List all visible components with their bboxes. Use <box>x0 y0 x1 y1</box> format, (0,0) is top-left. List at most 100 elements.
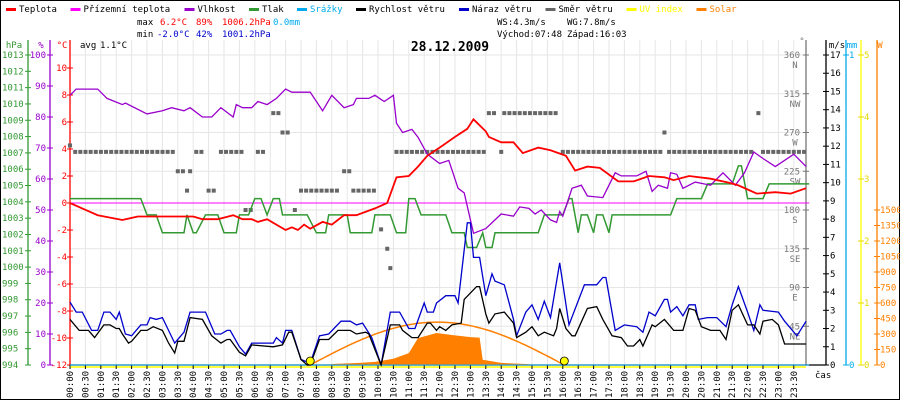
wind-direction-point <box>761 149 765 154</box>
pressure-label: 1013 <box>2 51 24 61</box>
time-label: 12:00 <box>436 371 446 398</box>
wind-direction-point <box>206 188 211 193</box>
temperature-label: -4 <box>56 253 67 263</box>
solar-label: 1350 <box>880 222 900 232</box>
wind-direction-point <box>713 149 718 154</box>
wind-direction-point <box>492 111 497 116</box>
temperature-label: 6 <box>62 118 67 128</box>
wind-direction-point <box>409 149 414 154</box>
direction-compass-label: S <box>792 216 797 226</box>
wind-direction-point <box>486 111 491 116</box>
time-label: 00:30 <box>81 371 91 398</box>
stats-wind-gust: WG:7.8m/s <box>567 18 616 28</box>
time-label: 20:30 <box>697 371 707 398</box>
wind-direction-point <box>185 188 190 193</box>
humidity-label: 50 <box>35 206 46 216</box>
wind-direction-point <box>538 111 543 116</box>
solar-label: 1050 <box>880 253 900 263</box>
wind-direction-point <box>366 188 371 193</box>
stats-sunrise: Východ:07:48 <box>497 30 562 40</box>
wind-direction-point <box>781 149 786 154</box>
wind-direction-point <box>299 188 303 193</box>
wind-direction-point <box>243 208 248 212</box>
chart-title: 28.12.2009 <box>411 40 489 55</box>
wind-direction-point <box>234 149 239 154</box>
wind-direction-point <box>786 149 791 154</box>
wind-direction-point <box>385 246 390 251</box>
time-label: 06:30 <box>266 371 276 398</box>
wind-direction-point <box>744 149 749 154</box>
wind-unit: m/s <box>829 41 845 51</box>
direction-compass-label: E <box>792 294 797 304</box>
time-label: 21:30 <box>728 371 738 398</box>
time-label: 14:00 <box>497 371 507 398</box>
time-label: 09:30 <box>359 371 369 398</box>
wind-direction-point <box>285 130 290 135</box>
humidity-unit: % <box>38 41 44 51</box>
wind-direction-point <box>109 149 114 154</box>
wind-direction-point <box>180 169 185 174</box>
pressure-label: 995 <box>2 345 18 355</box>
time-label: 13:30 <box>482 371 492 398</box>
legend-label-9: Solar <box>710 5 738 15</box>
time-label: 19:00 <box>651 371 661 398</box>
wind-direction-point <box>702 149 707 154</box>
wind-speed-line <box>69 285 807 368</box>
uv-label: 2 <box>864 237 869 247</box>
wind-label: 9 <box>830 197 835 207</box>
wind-direction-point <box>749 149 754 154</box>
wind-direction-point <box>218 149 223 154</box>
wind-direction-point <box>708 149 713 154</box>
legend-label-0: Teplota <box>19 5 57 15</box>
pressure-line <box>70 165 810 249</box>
time-label: 08:00 <box>312 371 322 398</box>
stats-avg-temp: 1.1°C <box>100 41 127 51</box>
humidity-label: 30 <box>35 268 46 278</box>
legend-label-2: Vlhkost <box>198 5 236 15</box>
direction-label: 135 <box>784 245 800 255</box>
legend-label-1: Přízemní teplota <box>84 5 171 15</box>
legend-swatch <box>70 8 81 11</box>
legend-swatch <box>626 8 637 11</box>
wind-direction-point <box>188 169 193 174</box>
legend-label-5: Rychlost větru <box>369 5 445 15</box>
solar-label: 1500 <box>880 206 900 216</box>
wind-direction-point <box>98 149 103 154</box>
stats-max-temp: 6.2°C <box>160 18 187 28</box>
pressure-label: 1009 <box>2 116 24 126</box>
rain-label: 0 <box>849 361 854 371</box>
humidity-line <box>69 88 807 235</box>
pressure-label: 1008 <box>2 133 24 143</box>
time-label: 03:30 <box>174 371 184 398</box>
pressure-label: 1002 <box>2 230 24 240</box>
wind-direction-point <box>802 149 807 154</box>
wind-direction-point <box>420 149 425 154</box>
legend-swatch <box>297 8 307 11</box>
wind-direction-point <box>334 188 339 193</box>
uv-label: 5 <box>864 51 869 61</box>
solar-label: 300 <box>880 330 896 340</box>
humidity-label: 20 <box>35 299 46 309</box>
wind-direction-point <box>170 149 175 154</box>
wind-direction-point <box>280 130 285 135</box>
wind-direction-point <box>440 149 445 154</box>
wind-direction-point <box>756 111 761 116</box>
time-label: 21:00 <box>713 371 723 398</box>
pressure-label: 998 <box>2 296 18 306</box>
pressure-label: 1004 <box>2 198 24 208</box>
wind-direction-point <box>124 149 129 154</box>
wind-direction-point <box>224 149 229 154</box>
direction-compass-label: N <box>792 61 797 71</box>
wind-direction-point <box>145 149 150 154</box>
pressure-label: 996 <box>2 328 18 338</box>
time-label: 01:30 <box>112 371 122 398</box>
wind-direction-point <box>309 188 314 193</box>
wind-direction-point <box>776 149 781 154</box>
legend-swatch <box>545 8 556 11</box>
direction-label: 180 <box>784 206 800 216</box>
solar-label: 0 <box>880 361 885 371</box>
rain-unit: mm <box>847 41 858 51</box>
wind-direction-point <box>194 149 199 154</box>
sunrise-marker <box>305 356 315 366</box>
time-label: 16:30 <box>574 371 584 398</box>
